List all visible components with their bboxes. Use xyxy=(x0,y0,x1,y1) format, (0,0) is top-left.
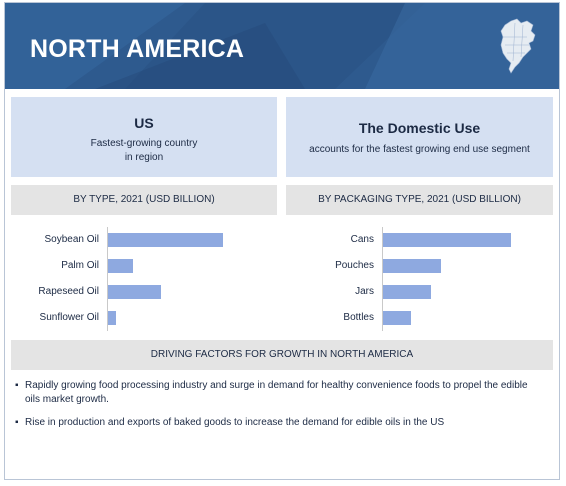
card-us-line-1: Fastest-growing country xyxy=(90,138,198,149)
banner-background xyxy=(5,3,559,89)
bar xyxy=(108,233,223,247)
chart-packaging-title: BY PACKAGING TYPE, 2021 (USD BILLION) xyxy=(286,185,553,215)
bar-label: Palm Oil xyxy=(61,260,99,271)
chart-by-packaging: Cans Pouches Jars Bottles xyxy=(286,219,553,335)
bar xyxy=(383,259,441,273)
chart-axis xyxy=(107,227,108,331)
driving-factors-header: DRIVING FACTORS FOR GROWTH IN NORTH AMER… xyxy=(11,340,553,370)
north-america-map-icon xyxy=(500,18,536,74)
bar xyxy=(108,311,116,325)
bar xyxy=(383,311,411,325)
bar-label: Sunflower Oil xyxy=(39,312,99,323)
region-banner: NORTH AMERICA xyxy=(5,3,559,89)
bar-label: Pouches xyxy=(335,260,374,271)
bar-label: Bottles xyxy=(343,312,374,323)
bar xyxy=(383,233,511,247)
bar xyxy=(108,285,161,299)
bar xyxy=(383,285,431,299)
card-domestic-title: The Domestic Use xyxy=(358,120,481,136)
chart-by-type: Soybean Oil Palm Oil Rapeseed Oil Sunflower… xyxy=(11,219,277,335)
card-us-title: US xyxy=(134,115,154,131)
driving-factors-list: Rapidly growing food processing industry… xyxy=(15,379,545,439)
card-us-line-2: in region xyxy=(124,152,164,163)
bar-label: Rapeseed Oil xyxy=(38,286,99,297)
card-domestic-line-1: accounts for the fastest growing end use… xyxy=(309,144,530,155)
card-domestic-use: The Domestic Use accounts for the fastes… xyxy=(286,97,553,177)
bar-label: Cans xyxy=(350,234,374,245)
bar-label: Jars xyxy=(355,286,374,297)
bar xyxy=(108,259,133,273)
chart-type-title: BY TYPE, 2021 (USD BILLION) xyxy=(11,185,277,215)
driving-factor-item: Rapidly growing food processing industry… xyxy=(15,379,545,407)
card-us: US Fastest-growing country in region xyxy=(11,97,277,177)
driving-factor-item: Rise in production and exports of baked … xyxy=(15,416,545,430)
region-title: NORTH AMERICA xyxy=(30,35,245,63)
infographic-frame: NORTH AMERICA US Fastest-growing country… xyxy=(4,2,560,480)
bar-label: Soybean Oil xyxy=(44,234,99,245)
chart-axis xyxy=(382,227,383,331)
